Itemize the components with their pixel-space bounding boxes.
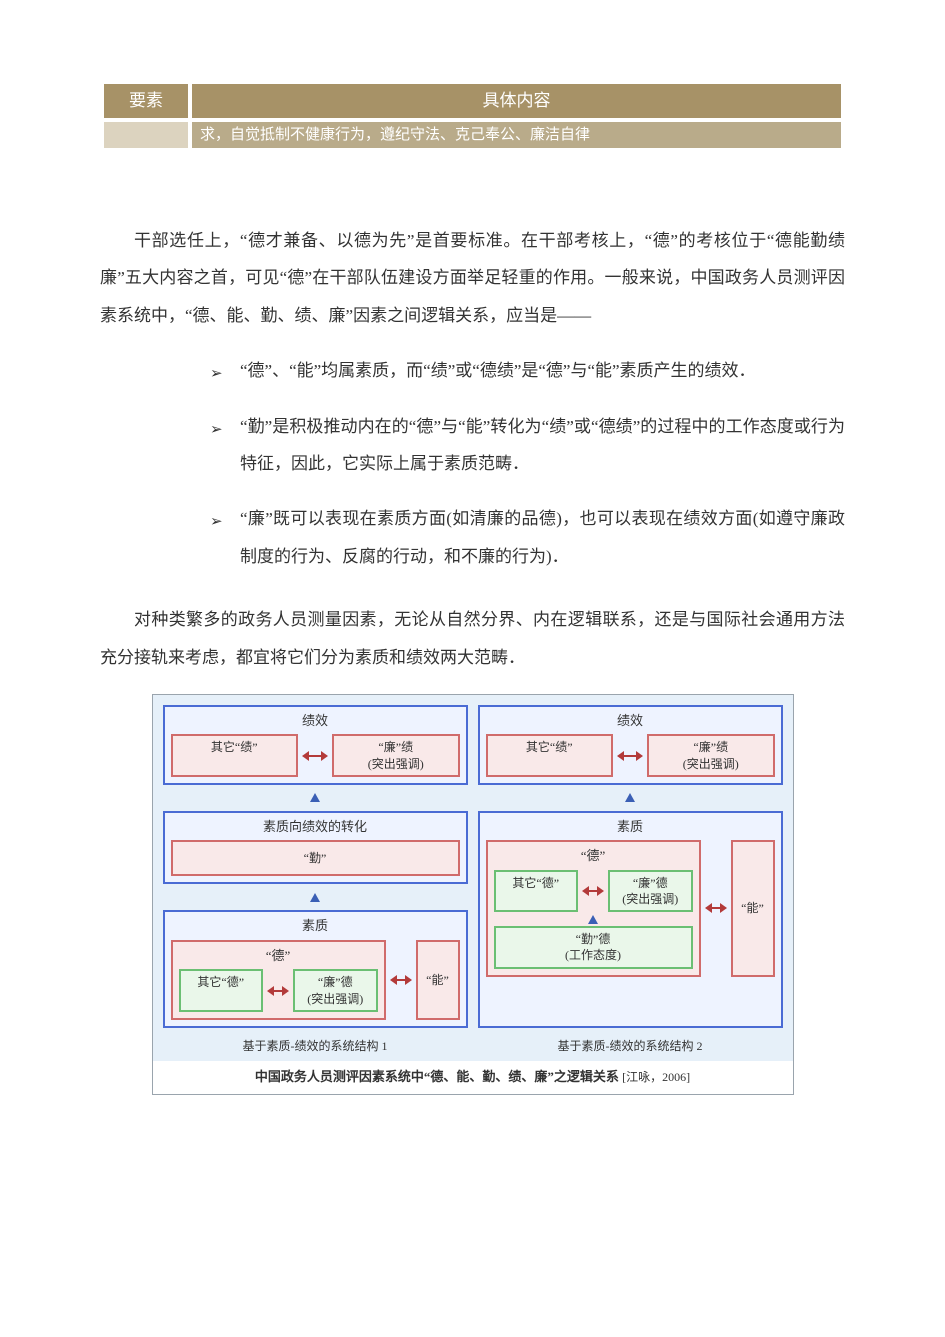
group-suzhi: 素质 “德” 其它“德” “廉”德 (突出强调)	[163, 910, 468, 1027]
bullet-lian: “廉”既可以表现在素质方面(如清廉的品德)，也可以表现在绩效方面(如遵守廉政制度…	[210, 500, 845, 575]
double-arrow-icon	[707, 903, 725, 913]
caption-cite: [江咏，2006]	[622, 1070, 690, 1084]
double-arrow-icon	[584, 886, 602, 896]
diagram-caption: 中国政务人员测评因素系统中“德、能、勤、绩、廉”之逻辑关系 [江咏，2006]	[153, 1061, 793, 1095]
subgroup-de-2-title: “德”	[494, 846, 693, 866]
box-lian-de: “廉”德 (突出强调)	[293, 969, 378, 1011]
th-content: 具体内容	[190, 82, 843, 120]
box-other-de: 其它“德”	[179, 969, 264, 1011]
th-factor: 要素	[102, 82, 190, 120]
diagram-panel-1: 绩效 其它“绩” “廉”绩 (突出强调) 素质向绩效的转化 “勤” 素质	[163, 705, 468, 1055]
paragraph-intro: 干部选任上，“德才兼备、以德为先”是首要标准。在干部考核上，“德”的考核位于“德…	[100, 222, 845, 334]
bullet-list: “德”、“能”均属素质，而“绩”或“德绩”是“德”与“能”素质产生的绩效． “勤…	[100, 352, 845, 575]
box-neng: “能”	[416, 940, 460, 1020]
bullet-qin: “勤”是积极推动内在的“德”与“能”转化为“绩”或“德绩”的过程中的工作态度或行…	[210, 408, 845, 483]
factors-table: 要素 具体内容 求，自觉抵制不健康行为，遵纪守法、克己奉公、廉洁自律	[100, 80, 845, 152]
td-content: 求，自觉抵制不健康行为，遵纪守法、克己奉公、廉洁自律	[190, 120, 843, 151]
group-suzhi-title: 素质	[171, 916, 460, 936]
arrow-up-icon	[310, 793, 320, 802]
double-arrow-icon	[269, 986, 287, 996]
subgroup-de: “德” 其它“德” “廉”德 (突出强调)	[171, 940, 386, 1020]
box-lian-de-2: “廉”德 (突出强调)	[608, 870, 693, 912]
diagram-panel-2: 绩效 其它“绩” “廉”绩 (突出强调) 素质 “德”	[478, 705, 783, 1055]
arrow-up-icon	[625, 793, 635, 802]
group-jixiao-2: 绩效 其它“绩” “廉”绩 (突出强调)	[478, 705, 783, 785]
arrow-up-icon	[588, 915, 598, 924]
box-other-de-2: 其它“德”	[494, 870, 579, 912]
double-arrow-icon	[304, 751, 326, 761]
td-factor	[102, 120, 190, 151]
group-zhuanhua: 素质向绩效的转化 “勤”	[163, 811, 468, 885]
group-suzhi-2: 素质 “德” 其它“德” “廉”德 (突出强调)	[478, 811, 783, 1028]
box-neng-2: “能”	[731, 840, 775, 976]
box-lian-ji-2: “廉”绩 (突出强调)	[647, 734, 775, 776]
box-other-ji-2: 其它“绩”	[486, 734, 614, 776]
subgroup-de-2: “德” 其它“德” “廉”德 (突出强调) “勤”德 (工作态度)	[486, 840, 701, 976]
group-jixiao-title: 绩效	[171, 711, 460, 731]
double-arrow-icon	[392, 975, 410, 985]
box-lian-ji: “廉”绩 (突出强调)	[332, 734, 460, 776]
box-qin: “勤”	[171, 840, 460, 876]
panel2-subtitle: 基于素质-绩效的系统结构 2	[478, 1037, 783, 1055]
arrow-up-icon	[310, 893, 320, 902]
caption-main: 中国政务人员测评因素系统中“德、能、勤、绩、廉”之逻辑关系	[255, 1069, 619, 1084]
group-jixiao: 绩效 其它“绩” “廉”绩 (突出强调)	[163, 705, 468, 785]
bullet-de-neng: “德”、“能”均属素质，而“绩”或“德绩”是“德”与“能”素质产生的绩效．	[210, 352, 845, 389]
box-other-ji: 其它“绩”	[171, 734, 299, 776]
logic-diagram: 绩效 其它“绩” “廉”绩 (突出强调) 素质向绩效的转化 “勤” 素质	[152, 694, 794, 1095]
subgroup-de-title: “德”	[179, 946, 378, 966]
box-qin-de: “勤”德 (工作态度)	[494, 926, 693, 968]
group-jixiao-2-title: 绩效	[486, 711, 775, 731]
group-suzhi-2-title: 素质	[486, 817, 775, 837]
panel1-subtitle: 基于素质-绩效的系统结构 1	[163, 1037, 468, 1055]
double-arrow-icon	[619, 751, 641, 761]
paragraph-conclusion: 对种类繁多的政务人员测量因素，无论从自然分界、内在逻辑联系，还是与国际社会通用方…	[100, 601, 845, 676]
group-zhuanhua-title: 素质向绩效的转化	[171, 817, 460, 837]
